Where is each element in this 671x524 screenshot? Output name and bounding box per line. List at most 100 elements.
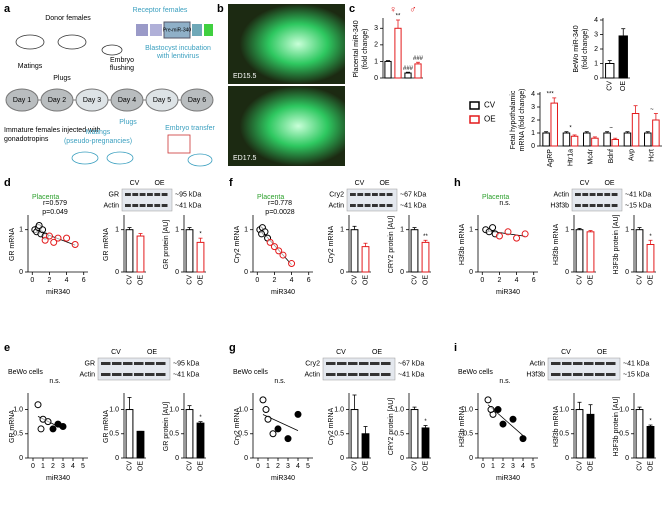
bar	[136, 430, 145, 459]
band	[562, 362, 572, 365]
x-tick-label: OE	[647, 275, 654, 285]
point	[487, 406, 495, 414]
lane-label: CV	[561, 349, 571, 356]
lane-label: CV	[130, 180, 140, 187]
x-tick-label: 4	[296, 463, 300, 470]
lane-label: CV	[111, 349, 121, 356]
y-axis-label: GR mRNA	[9, 228, 16, 261]
size-label: ~41 kDa	[623, 360, 649, 367]
y-tick-label: 3	[594, 31, 598, 38]
point	[494, 406, 502, 414]
annotation: p=0.0028	[265, 209, 294, 216]
point	[504, 228, 512, 236]
bar	[185, 229, 194, 273]
x-tick-label: 0	[481, 463, 485, 470]
significance: ###	[413, 56, 424, 62]
y-tick-label: 4	[531, 91, 535, 98]
significance: *	[649, 234, 652, 240]
band	[372, 204, 378, 207]
bar	[414, 63, 422, 79]
blot-row-label: GR	[109, 191, 120, 198]
point	[495, 232, 503, 240]
x-tick-label: Bdnf	[608, 149, 615, 163]
band	[101, 373, 111, 376]
panel-title: BeWo cells	[8, 369, 43, 376]
bar	[652, 119, 660, 147]
x-tick-label: 1	[491, 463, 495, 470]
y-tick-label: 0	[469, 269, 473, 276]
panel-letter: d	[4, 177, 11, 189]
x-tick-label: Avp	[628, 149, 635, 161]
x-axis-label: miR340	[496, 289, 520, 296]
photo	[228, 86, 345, 166]
panel-title: BeWo cells	[458, 369, 493, 376]
step-label: Matings	[18, 63, 43, 70]
band	[156, 373, 166, 376]
bar	[361, 246, 370, 273]
size-label: ~41 kDa	[175, 202, 201, 209]
x-tick-label: OE	[137, 461, 144, 471]
x-tick-label: 0	[30, 277, 34, 284]
bar	[136, 235, 145, 273]
band	[364, 204, 371, 207]
y-tick-label: 0.5	[169, 431, 179, 438]
band	[112, 373, 122, 376]
step-label: Plugs	[53, 75, 71, 82]
size-label: ~41 kDa	[625, 191, 651, 198]
point	[54, 234, 62, 242]
x-tick-label: 4	[290, 277, 294, 284]
x-tick-label: OE	[362, 275, 369, 285]
band	[611, 204, 618, 207]
panel-letter: b	[217, 3, 224, 15]
y-tick-label: 1.0	[238, 406, 248, 413]
y-tick-label: 1.0	[169, 406, 179, 413]
x-axis-label: miR340	[496, 475, 520, 482]
y-tick-label: 0	[115, 269, 119, 276]
x-tick-label: CV	[351, 275, 358, 285]
x-tick-label: 1	[266, 463, 270, 470]
point	[59, 423, 67, 430]
x-tick-label: OE	[587, 461, 594, 471]
point	[275, 247, 283, 255]
x-tick-label: CV	[636, 275, 643, 285]
y-tick-label: 1	[175, 227, 179, 234]
point	[284, 435, 292, 443]
x-tick-label: 0	[255, 277, 259, 284]
bar	[550, 102, 558, 147]
x-tick-label: AgRP	[547, 149, 554, 168]
point	[521, 230, 529, 238]
band	[370, 373, 380, 376]
bar	[635, 409, 644, 459]
band	[125, 193, 131, 196]
bar	[635, 229, 644, 273]
bar	[605, 63, 615, 79]
band	[139, 193, 146, 196]
bar	[361, 433, 370, 459]
x-tick-label: 5	[531, 463, 535, 470]
bar	[618, 35, 628, 79]
y-tick-label: 0	[244, 269, 248, 276]
bar	[421, 241, 430, 273]
blot-row-label: Actin	[529, 360, 545, 367]
y-axis-label: CRY2 protein [AU]	[388, 216, 395, 274]
band	[584, 362, 594, 365]
x-tick-label: 3	[286, 463, 290, 470]
band	[381, 373, 391, 376]
y-axis-label: Placental miR-340	[353, 20, 360, 77]
step-label: Embryo transfer	[165, 125, 215, 132]
y-tick-label: 0	[400, 455, 404, 462]
significance: *	[199, 415, 202, 421]
y-tick-label: 0	[19, 455, 23, 462]
y-tick-label: 1.0	[559, 406, 569, 413]
y-axis-label: GR protein [AU]	[163, 402, 170, 451]
size-label: ~67 kDa	[400, 191, 426, 198]
group-label: ♂	[409, 5, 417, 16]
panel-letter: c	[349, 3, 355, 15]
x-tick-label: 0	[480, 277, 484, 284]
annotation: n.s.	[499, 200, 510, 207]
panel-title: BeWo cells	[233, 369, 268, 376]
y-axis-label: Cry2 mRNA	[234, 408, 241, 446]
y-tick-label: 1	[594, 60, 598, 67]
bar	[384, 60, 392, 79]
band	[123, 373, 133, 376]
